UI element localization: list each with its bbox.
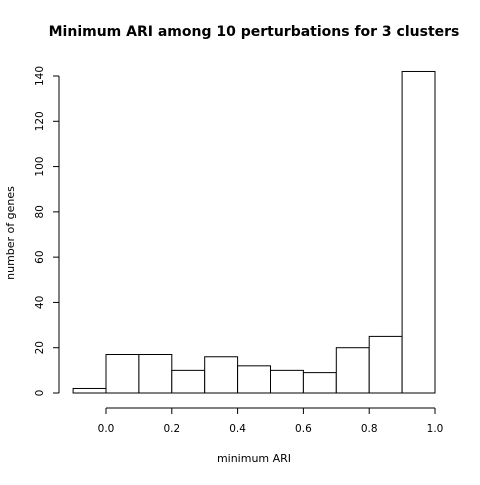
y-axis-label: number of genes xyxy=(4,186,17,280)
y-tick-label: 80 xyxy=(34,205,46,218)
x-tick-label: 1.0 xyxy=(427,423,444,435)
histogram-bar xyxy=(171,369,206,394)
y-axis: 0 20 40 60 80 100 120 140 xyxy=(34,66,60,397)
x-tick-label: 0.4 xyxy=(229,423,246,435)
y-tick-label: 40 xyxy=(34,296,46,309)
y-tick-label: 140 xyxy=(34,66,46,86)
x-tick-label: 0.2 xyxy=(163,423,180,435)
histogram-bar xyxy=(237,365,272,394)
histogram-bar xyxy=(401,70,436,394)
chart-title: Minimum ARI among 10 perturbations for 3… xyxy=(49,24,460,40)
histogram-bar xyxy=(105,354,140,394)
y-tick-label: 20 xyxy=(34,341,46,354)
histogram-bar xyxy=(138,354,173,394)
histogram-bar xyxy=(368,335,403,394)
y-tick-label: 120 xyxy=(34,111,46,131)
x-axis: 0.0 0.2 0.4 0.6 0.8 1.0 xyxy=(98,407,444,435)
x-tick-label: 0.0 xyxy=(98,423,115,435)
histogram-bar xyxy=(204,356,239,394)
histogram-bar xyxy=(72,387,107,394)
y-tick-label: 100 xyxy=(34,157,46,177)
bars-group xyxy=(72,70,436,394)
x-axis-label: minimum ARI xyxy=(217,452,291,465)
y-tick-label: 0 xyxy=(34,390,46,397)
x-tick-label: 0.6 xyxy=(295,423,312,435)
histogram-bar xyxy=(302,372,337,394)
x-tick-label: 0.8 xyxy=(361,423,378,435)
y-tick-label: 60 xyxy=(34,250,46,263)
histogram-bar xyxy=(335,347,370,394)
histogram-bar xyxy=(270,369,304,394)
